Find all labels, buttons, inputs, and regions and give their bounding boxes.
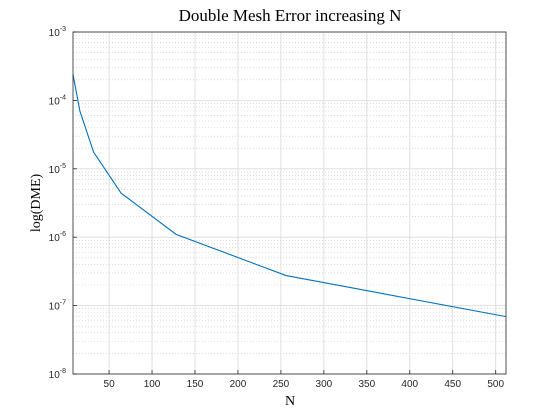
x-tick-label: 450 bbox=[444, 379, 461, 390]
y-axis-label: log(DME) bbox=[29, 174, 44, 233]
plot-area bbox=[73, 32, 506, 374]
x-tick-label: 500 bbox=[487, 379, 504, 390]
y-tick-label: 10-5 bbox=[49, 163, 66, 176]
y-tick-label: 10-6 bbox=[49, 231, 66, 244]
chart-title: Double Mesh Error increasing N bbox=[179, 6, 402, 25]
series-line bbox=[72, 74, 507, 318]
x-tick-label: 50 bbox=[104, 379, 116, 390]
x-tick-label: 250 bbox=[273, 379, 290, 390]
x-tick-label: 100 bbox=[144, 379, 161, 390]
x-tick-label: 200 bbox=[230, 379, 247, 390]
x-tick-label: 350 bbox=[358, 379, 375, 390]
axes-box bbox=[72, 31, 507, 375]
x-axis-label: N bbox=[285, 394, 295, 409]
x-tick-label: 300 bbox=[316, 379, 333, 390]
ticks: 10-8 10-7 10-6 10-5 10-4 10-3 50 100 150 200 250 30… bbox=[49, 26, 505, 390]
y-tick-label: 10-8 bbox=[49, 368, 66, 381]
y-tick-label: 10-4 bbox=[49, 94, 66, 107]
y-tick-label: 10-3 bbox=[49, 26, 66, 39]
x-tick-label: 150 bbox=[187, 379, 204, 390]
x-tick-label: 400 bbox=[401, 379, 418, 390]
y-tick-label: 10-7 bbox=[49, 300, 66, 313]
grid bbox=[73, 31, 506, 375]
series-layer bbox=[72, 74, 507, 318]
